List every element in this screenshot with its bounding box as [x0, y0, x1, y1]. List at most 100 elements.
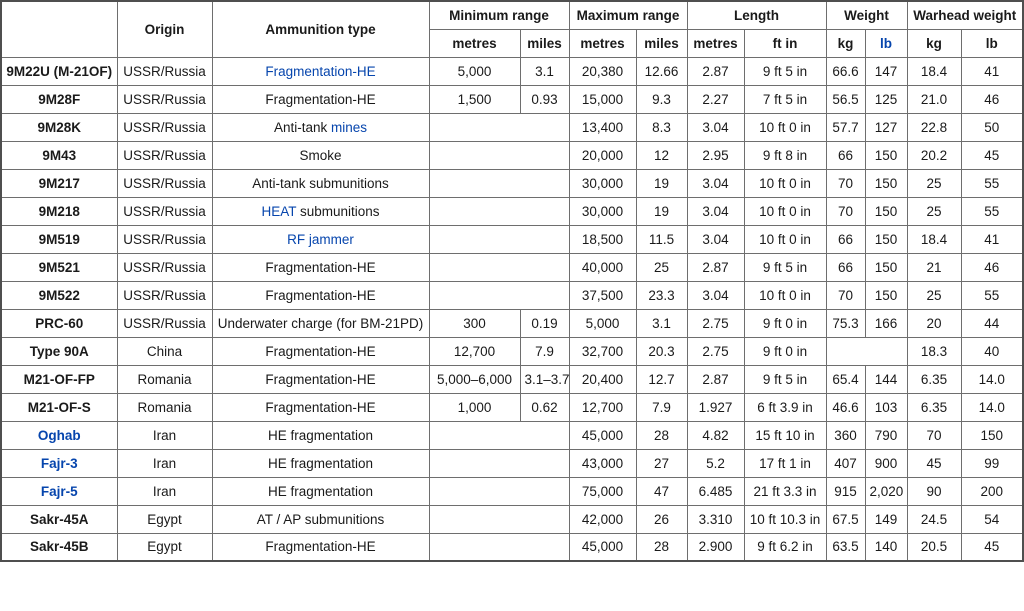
weight-kg-cell: 46.6	[825, 392, 866, 422]
weight-lb-cell: 2,020	[864, 476, 908, 506]
row-name-cell: Sakr-45A	[0, 504, 118, 534]
warhead-lb-cell: 150	[960, 420, 1024, 450]
min-range-miles-cell: 7.9	[519, 336, 570, 366]
max-range-metres-cell: 30,000	[568, 196, 637, 226]
origin-cell: USSR/Russia	[116, 140, 213, 170]
warhead-lb-cell: 46	[960, 252, 1024, 282]
warhead-lb-cell: 54	[960, 504, 1024, 534]
warhead-kg-cell: 90	[906, 476, 962, 506]
weight-lb-cell: 900	[864, 448, 908, 478]
length-metres-cell: 2.95	[686, 140, 745, 170]
ammunition-type-link[interactable]: RF jammer	[287, 231, 354, 247]
warhead-kg-cell: 22.8	[906, 112, 962, 142]
length-metres-cell: 2.75	[686, 336, 745, 366]
length-metres-cell: 2.87	[686, 56, 745, 86]
max-range-miles-cell: 19	[635, 196, 688, 226]
length-metres-cell: 3.04	[686, 168, 745, 198]
weight-lb-cell: 144	[864, 364, 908, 394]
table-row: 9M28F USSR/Russia Fragmentation-HE 1,500 0.9…	[0, 84, 1024, 114]
length-metres-cell: 1.927	[686, 392, 745, 422]
origin-cell: Romania	[116, 364, 213, 394]
warhead-lb-cell: 40	[960, 336, 1024, 366]
warhead-lb-cell: 55	[960, 196, 1024, 226]
warhead-lb-cell: 44	[960, 308, 1024, 338]
length-metres-cell: 4.82	[686, 420, 745, 450]
table-row: 9M519 USSR/Russia RF jammer 18,500 11.5 3.04 1…	[0, 224, 1024, 254]
origin-cell: USSR/Russia	[116, 280, 213, 310]
length-metres-cell: 3.310	[686, 504, 745, 534]
header-len-metres: metres	[686, 28, 745, 58]
warhead-lb-cell: 55	[960, 168, 1024, 198]
weight-lb-cell: 140	[864, 532, 908, 562]
row-name-cell: Fajr-3	[0, 448, 118, 478]
header-min-metres: metres	[428, 28, 521, 58]
length-metres-cell: 2.87	[686, 252, 745, 282]
max-range-metres-cell: 12,700	[568, 392, 637, 422]
min-range-metres-cell: 1,500	[428, 84, 521, 114]
warhead-kg-cell: 18.4	[906, 56, 962, 86]
ammunition-type-cell: Fragmentation-HE	[211, 336, 430, 366]
min-range-metres-cell: 1,000	[428, 392, 521, 422]
max-range-metres-cell: 20,380	[568, 56, 637, 86]
row-name-cell: Type 90A	[0, 336, 118, 366]
weight-kg-cell: 70	[825, 280, 866, 310]
ammunition-type-cell: Anti-tank submunitions	[211, 168, 430, 198]
min-range-miles-cell: 0.19	[519, 308, 570, 338]
length-ftin-cell: 15 ft 10 in	[743, 420, 827, 450]
row-name-cell: Sakr-45B	[0, 532, 118, 562]
min-range-miles-cell: 0.93	[519, 84, 570, 114]
origin-cell: USSR/Russia	[116, 196, 213, 226]
min-range-miles-cell: 3.1	[519, 56, 570, 86]
max-range-metres-cell: 42,000	[568, 504, 637, 534]
min-range-metres-cell: 300	[428, 308, 521, 338]
max-range-metres-cell: 45,000	[568, 532, 637, 562]
header-warhead-weight: Warhead weight	[906, 0, 1024, 30]
rocket-name-link[interactable]: Fajr-3	[40, 455, 78, 471]
ammunition-type-cell: Fragmentation-HE	[211, 532, 430, 562]
warhead-kg-cell: 25	[906, 196, 962, 226]
max-range-metres-cell: 43,000	[568, 448, 637, 478]
weight-lb-cell: 790	[864, 420, 908, 450]
ammunition-type-link[interactable]: mines	[331, 119, 368, 135]
origin-cell: USSR/Russia	[116, 252, 213, 282]
header-weight-lb: lb	[864, 28, 908, 58]
max-range-miles-cell: 12	[635, 140, 688, 170]
length-ftin-cell: 9 ft 0 in	[743, 336, 827, 366]
warhead-kg-cell: 20.2	[906, 140, 962, 170]
header-weight: Weight	[825, 0, 908, 30]
length-ftin-cell: 21 ft 3.3 in	[743, 476, 827, 506]
min-range-empty-cell	[428, 420, 570, 450]
table-row: M21-OF-FP Romania Fragmentation-HE 5,000–6,…	[0, 364, 1024, 394]
row-name-cell: 9M22U (M-21OF)	[0, 56, 118, 86]
min-range-empty-cell	[428, 224, 570, 254]
ammunition-type-link[interactable]: HEAT	[261, 203, 297, 219]
length-ftin-cell: 7 ft 5 in	[743, 84, 827, 114]
length-ftin-cell: 9 ft 5 in	[743, 364, 827, 394]
row-name-cell: 9M43	[0, 140, 118, 170]
header-origin: Origin	[116, 0, 213, 58]
length-ftin-cell: 9 ft 6.2 in	[743, 532, 827, 562]
ammunition-type-link[interactable]: Fragmentation-HE	[265, 63, 376, 79]
ammunition-type-cell: Fragmentation-HE	[211, 392, 430, 422]
origin-cell: Romania	[116, 392, 213, 422]
ammunition-type-cell: RF jammer	[211, 224, 430, 254]
pound-unit-link[interactable]: lb	[880, 35, 893, 51]
rocket-name-link[interactable]: Fajr-5	[40, 483, 78, 499]
min-range-empty-cell	[428, 140, 570, 170]
max-range-metres-cell: 32,700	[568, 336, 637, 366]
origin-cell: Iran	[116, 448, 213, 478]
header-min-miles: miles	[519, 28, 570, 58]
max-range-miles-cell: 23.3	[635, 280, 688, 310]
length-metres-cell: 2.87	[686, 364, 745, 394]
min-range-empty-cell	[428, 504, 570, 534]
warhead-kg-cell: 45	[906, 448, 962, 478]
ammunition-type-cell: Underwater charge (for BM-21PD)	[211, 308, 430, 338]
row-name-cell: M21-OF-S	[0, 392, 118, 422]
length-ftin-cell: 17 ft 1 in	[743, 448, 827, 478]
rocket-name-link[interactable]: Oghab	[37, 427, 81, 443]
weight-kg-cell: 65.4	[825, 364, 866, 394]
origin-cell: Egypt	[116, 532, 213, 562]
warhead-lb-cell: 45	[960, 140, 1024, 170]
weight-kg-cell: 66	[825, 224, 866, 254]
